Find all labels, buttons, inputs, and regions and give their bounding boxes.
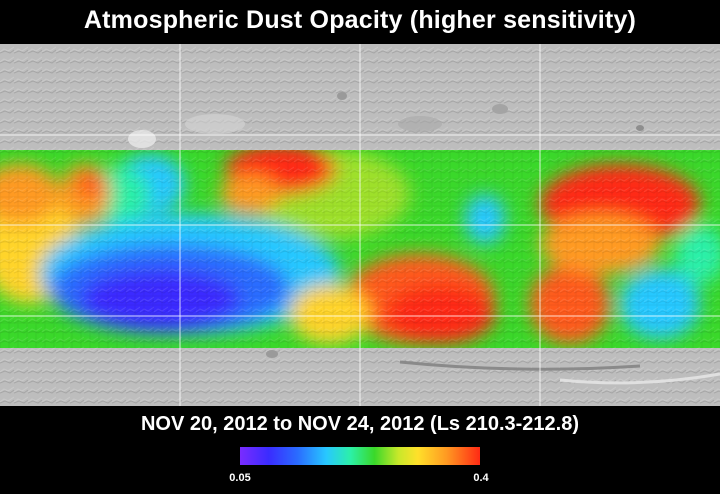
opacity-colorbar xyxy=(240,447,480,465)
map-title: Atmospheric Dust Opacity (higher sensiti… xyxy=(83,6,637,34)
colorbar-min-label: 0.05 xyxy=(229,472,251,484)
date-range-label: NOV 20, 2012 to NOV 24, 2012 (Ls 210.3-2… xyxy=(140,413,580,435)
dust-opacity-map xyxy=(0,44,720,406)
map-grid xyxy=(0,44,720,406)
colorbar-max-label: 0.4 xyxy=(473,472,489,484)
crater-feature xyxy=(128,130,156,148)
